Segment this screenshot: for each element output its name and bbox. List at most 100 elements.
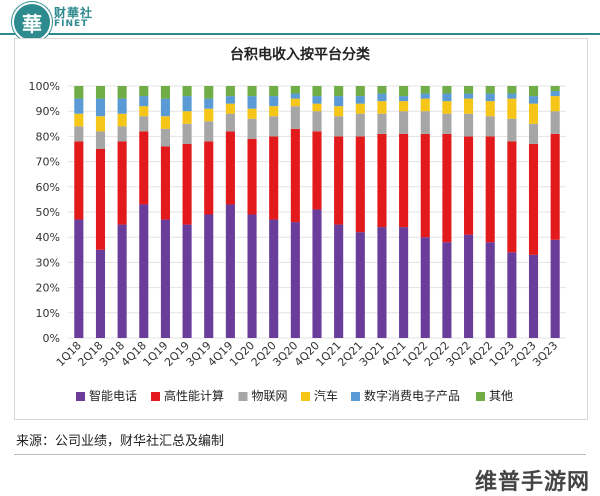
bar-segment <box>528 96 539 104</box>
bar-segment <box>290 98 300 107</box>
bar-segment <box>160 86 170 99</box>
bar-segment <box>74 126 84 142</box>
bar-segment <box>225 204 235 338</box>
bar-segment <box>290 106 300 129</box>
bar-segment <box>139 204 149 338</box>
bar-segment <box>334 96 344 107</box>
bar-segment <box>550 239 560 338</box>
bar-segment <box>95 131 106 149</box>
bar-segment <box>550 96 560 112</box>
bar-segment <box>377 86 387 94</box>
bar-segment <box>507 86 517 94</box>
bar-segment <box>355 113 365 137</box>
legend-label: 高性能计算 <box>164 388 224 403</box>
y-tick-label: 0% <box>43 332 60 345</box>
bar-segment <box>377 113 387 134</box>
y-tick-label: 20% <box>36 282 60 295</box>
bottom-divider <box>14 454 586 455</box>
bar-segment <box>334 116 344 137</box>
bar-segment <box>117 224 127 338</box>
bar-segment <box>247 138 257 215</box>
bar-segment <box>550 133 560 240</box>
bar-segment <box>550 86 560 92</box>
y-tick-label: 40% <box>36 231 60 244</box>
y-tick-label: 100% <box>29 80 60 93</box>
bar-segment <box>377 133 387 228</box>
bar-segment <box>312 209 322 338</box>
bar-segment <box>269 116 279 137</box>
bar-segment <box>204 108 214 122</box>
legend-label: 物联网 <box>252 389 288 403</box>
bar-segment <box>290 93 300 99</box>
bar-segment <box>355 103 365 114</box>
bar-segment <box>204 214 214 338</box>
bar-segment <box>334 106 344 117</box>
bar-segment <box>74 86 84 99</box>
bar-segment <box>550 111 560 134</box>
bar-segment <box>442 113 452 134</box>
bar-segment <box>74 219 84 338</box>
bar-segment <box>225 86 235 97</box>
bar-segment <box>485 93 495 102</box>
legend-swatch <box>351 392 360 401</box>
header-divider <box>0 33 600 35</box>
bar-segment <box>399 133 409 228</box>
bar-segment <box>464 136 474 235</box>
bar-segment <box>485 136 495 243</box>
bar-segment <box>225 131 235 205</box>
bar-segment <box>334 86 344 97</box>
bar-segment <box>269 136 279 220</box>
bar-segment <box>507 118 517 142</box>
bar-segment <box>247 96 257 109</box>
bar-segment <box>117 98 127 114</box>
bar-segment <box>225 113 235 132</box>
bar-segment <box>225 96 235 104</box>
bar-segment <box>464 86 474 94</box>
legend-swatch <box>301 392 310 401</box>
legend-label: 智能电话 <box>89 388 137 403</box>
bar-segment <box>442 101 452 114</box>
bar-segment <box>139 131 149 205</box>
legend-swatch <box>151 392 160 401</box>
bar-segment <box>204 86 214 99</box>
bar-segment <box>528 123 539 144</box>
bar-segment <box>420 133 430 238</box>
bar-segment <box>247 86 257 97</box>
bar-segment <box>182 86 192 97</box>
y-tick-label: 10% <box>36 307 60 320</box>
bar-segment <box>182 123 192 144</box>
bar-segment <box>528 254 539 338</box>
bar-segment <box>269 106 279 117</box>
bar-segment <box>204 141 214 215</box>
bar-segment <box>464 93 474 99</box>
bar-segment <box>420 237 430 338</box>
bar-segment <box>139 96 149 107</box>
bar-segment <box>182 111 192 124</box>
bar-segment <box>312 111 322 132</box>
bar-segment <box>95 86 106 99</box>
bar-segment <box>95 98 106 117</box>
bar-segment <box>95 149 106 250</box>
y-tick-label: 60% <box>36 181 60 194</box>
bar-segment <box>95 249 106 338</box>
bar-segment <box>507 141 517 253</box>
y-tick-label: 80% <box>36 130 60 143</box>
legend-swatch <box>238 392 248 401</box>
brand-name-en: FINET <box>54 19 89 29</box>
bar-segment <box>139 116 149 132</box>
bar-segment <box>464 98 474 114</box>
bar-segment <box>442 242 452 338</box>
finet-logo: 華 <box>12 2 52 42</box>
bar-segment <box>95 116 106 132</box>
bar-segment <box>290 128 300 223</box>
bar-segment <box>117 141 127 225</box>
bar-segment <box>485 101 495 117</box>
bar-segment <box>160 128 170 147</box>
bar-segment <box>334 224 344 338</box>
bar-segment <box>247 108 257 119</box>
bar-segment <box>334 136 344 225</box>
bar-segment <box>139 86 149 97</box>
y-tick-label: 70% <box>36 156 60 169</box>
bar-segment <box>420 93 430 99</box>
